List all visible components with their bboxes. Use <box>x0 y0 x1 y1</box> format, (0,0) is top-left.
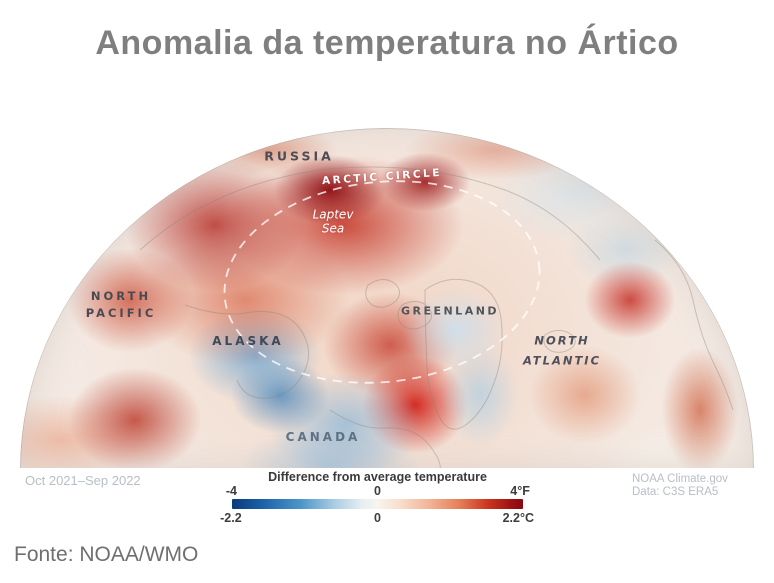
map-label-greenland: GREENLAND <box>400 304 500 318</box>
c-scale-max: 2.2°C <box>502 511 534 525</box>
map-label-north-pacific: NORTH PACIFIC <box>86 288 157 323</box>
map-label-north-atlantic: NORTH ATLANTIC <box>523 331 601 370</box>
map-label-canada: CANADA <box>285 430 361 444</box>
f-scale-min: -4 <box>225 484 238 498</box>
colorbar-legend: Difference from average temperature -4 0… <box>220 470 534 526</box>
f-scale-max: 4°F <box>510 484 530 498</box>
c-scale-min: -2.2 <box>220 511 242 525</box>
credit-line2: Data: C3S ERA5 <box>632 486 719 499</box>
legend-title: Difference from average temperature <box>268 470 487 484</box>
source-note: Fonte: NOAA/WMO <box>14 543 199 566</box>
north-atlantic-line2: ATLANTIC <box>522 353 602 367</box>
map-label-alaska: ALASKA <box>212 334 284 348</box>
map-label-russia: RUSSIA <box>264 148 334 164</box>
map-credits: NOAA Climate.gov Data: C3S ERA5 <box>632 473 728 499</box>
c-scale-mid: 0 <box>374 511 381 525</box>
north-pacific-line1: NORTH <box>90 288 152 303</box>
laptev-line2: Sea <box>321 222 345 236</box>
temperature-colorbar <box>232 499 523 509</box>
page-title: Anomalia da temperatura no Ártico <box>95 24 679 62</box>
credit-line1: NOAA Climate.gov <box>632 473 728 485</box>
fahrenheit-scale: -4 0 4°F <box>226 484 530 499</box>
north-atlantic-line1: NORTH <box>534 333 590 348</box>
map-label-laptev-sea: Laptev Sea <box>313 208 354 237</box>
north-pacific-line2: PACIFIC <box>85 306 157 320</box>
f-scale-mid: 0 <box>374 484 381 498</box>
legend-row: Oct 2021–Sep 2022 Difference from averag… <box>0 468 774 540</box>
laptev-line1: Laptev <box>312 207 354 222</box>
arctic-anomaly-map: RUSSIA ARCTIC CIRCLE Laptev Sea NORTH PA… <box>0 110 774 470</box>
map-period-label: Oct 2021–Sep 2022 <box>25 473 141 488</box>
celsius-scale: -2.2 0 2.2°C <box>220 511 534 526</box>
